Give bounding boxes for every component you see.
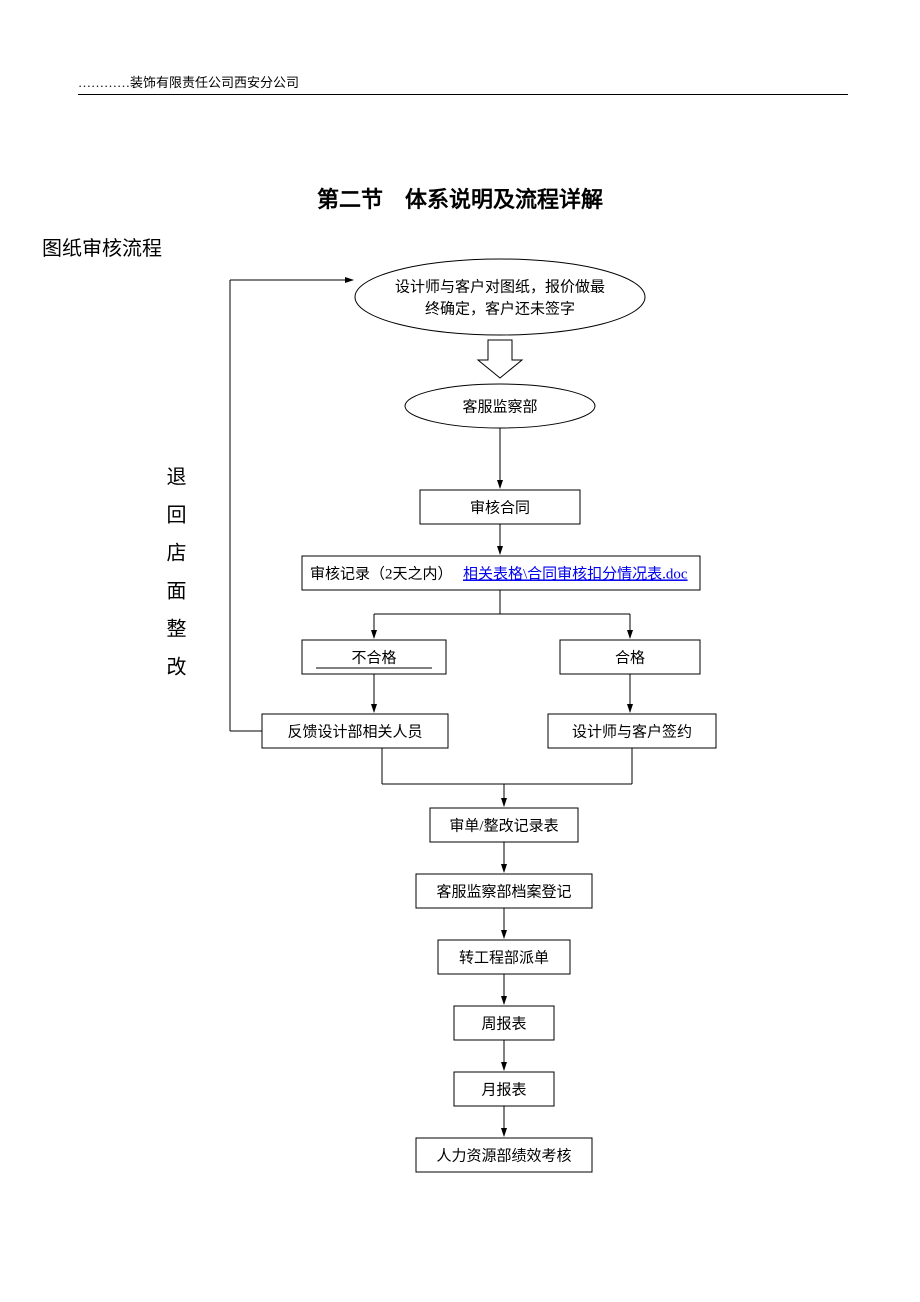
node-contract-text: 审核合同: [470, 499, 530, 516]
node-feedback-text: 反馈设计部相关人员: [287, 723, 422, 740]
node-pass-text: 合格: [615, 649, 645, 666]
node-record-prefix: 审核记录（2天之内）: [310, 565, 453, 582]
node-hr-text: 人力资源部绩效考核: [436, 1147, 571, 1164]
node-sign-text: 设计师与客户签约: [572, 723, 692, 740]
block-arrow: [478, 340, 522, 378]
node-start-text2: 终确定，客户还未签字: [425, 300, 575, 317]
node-weekly-text: 周报表: [481, 1015, 526, 1032]
node-record-link[interactable]: 相关表格\合同审核扣分情况表.doc: [463, 565, 688, 582]
node-sheet-text: 审单/整改记录表: [449, 817, 558, 834]
node-monthly-text: 月报表: [481, 1081, 526, 1098]
node-start-text1: 设计师与客户对图纸，报价做最: [395, 278, 605, 295]
node-start: [355, 259, 645, 335]
node-reg-text: 客服监察部档案登记: [436, 882, 571, 900]
node-fail-text: 不合格: [351, 649, 396, 666]
flowchart-svg: 设计师与客户对图纸，报价做最 终确定，客户还未签字 客服监察部 审核合同 审核记…: [0, 0, 920, 1302]
node-transfer-text: 转工程部派单: [459, 949, 549, 966]
node-dept-text: 客服监察部: [462, 397, 537, 415]
